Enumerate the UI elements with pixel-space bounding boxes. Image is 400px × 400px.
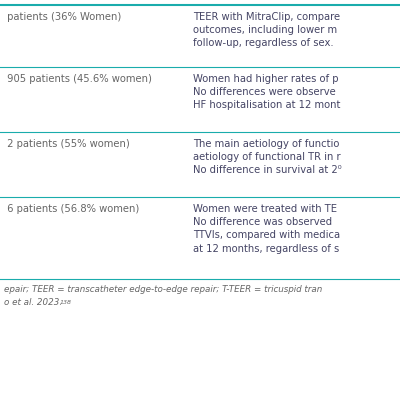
Text: TTVIs, compared with medica: TTVIs, compared with medica xyxy=(193,230,340,240)
Text: No difference was observed: No difference was observed xyxy=(193,217,332,227)
Text: HF hospitalisation at 12 mont: HF hospitalisation at 12 mont xyxy=(193,100,340,110)
Text: TEER with MitraClip, compare: TEER with MitraClip, compare xyxy=(193,12,340,22)
Text: follow-up, regardless of sex.: follow-up, regardless of sex. xyxy=(193,38,334,48)
Text: epair; TEER = transcatheter edge-to-edge repair; T-TEER = tricuspid tran: epair; TEER = transcatheter edge-to-edge… xyxy=(4,285,322,294)
Text: aetiology of functional TR in r: aetiology of functional TR in r xyxy=(193,152,341,162)
Text: o et al. 2023.: o et al. 2023. xyxy=(4,298,62,307)
Text: 905 patients (45.6% women): 905 patients (45.6% women) xyxy=(4,74,152,84)
Text: No difference in survival at 2⁰: No difference in survival at 2⁰ xyxy=(193,166,342,175)
Text: The main aetiology of functio: The main aetiology of functio xyxy=(193,139,339,149)
Text: patients (36% Women): patients (36% Women) xyxy=(4,12,121,22)
Text: 6 patients (56.8% women): 6 patients (56.8% women) xyxy=(4,204,139,214)
Text: 138: 138 xyxy=(60,300,72,305)
Text: Women had higher rates of p: Women had higher rates of p xyxy=(193,74,338,84)
Text: Women were treated with TE: Women were treated with TE xyxy=(193,204,337,214)
Text: 2 patients (55% women): 2 patients (55% women) xyxy=(4,139,130,149)
Text: No differences were observe: No differences were observe xyxy=(193,87,336,97)
Text: at 12 months, regardless of s: at 12 months, regardless of s xyxy=(193,244,339,254)
Text: outcomes, including lower m: outcomes, including lower m xyxy=(193,25,337,35)
